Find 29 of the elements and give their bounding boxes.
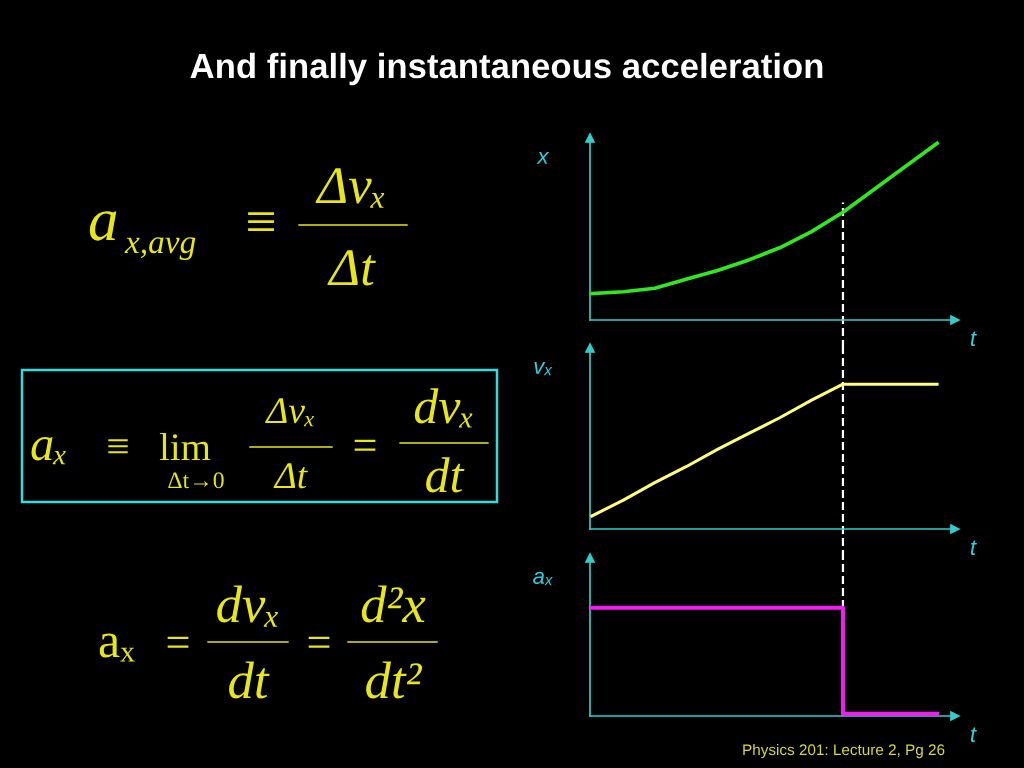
- text: aₓ: [31, 437, 66, 465]
- text: =: [354, 439, 376, 451]
- text: dt: [426, 457, 465, 493]
- text: dvₓ: [217, 585, 278, 627]
- x-axis-title: t: [970, 727, 977, 742]
- text: Δvₓ: [315, 168, 385, 208]
- text: Physics 201: Lecture 2, Pg 26: [743, 743, 945, 759]
- text: Δt→0: [168, 472, 224, 489]
- text: Δvₓ: [265, 398, 314, 427]
- x-axis-title: t: [970, 540, 977, 555]
- text: x,avg: [124, 237, 196, 261]
- text: And finally instantaneous acceleration: [190, 52, 823, 86]
- text: =: [308, 636, 330, 648]
- text: dt²: [366, 661, 423, 699]
- text: lim: [159, 433, 211, 460]
- text: dvₓ: [414, 388, 473, 428]
- text: d²x: [361, 585, 426, 623]
- text: dt: [229, 661, 270, 699]
- text: =: [167, 636, 189, 648]
- text: Δt: [273, 463, 308, 489]
- y-axis-title: x: [536, 152, 550, 164]
- text: a: [89, 211, 117, 241]
- text: aₓ: [99, 633, 135, 662]
- text: ≡: [248, 212, 274, 231]
- text: ≡: [108, 439, 128, 454]
- y-axis-title: aₓ: [533, 571, 553, 586]
- text: Δt: [327, 250, 376, 286]
- x-axis-title: t: [970, 331, 977, 346]
- y-axis-title: vₓ: [534, 362, 553, 376]
